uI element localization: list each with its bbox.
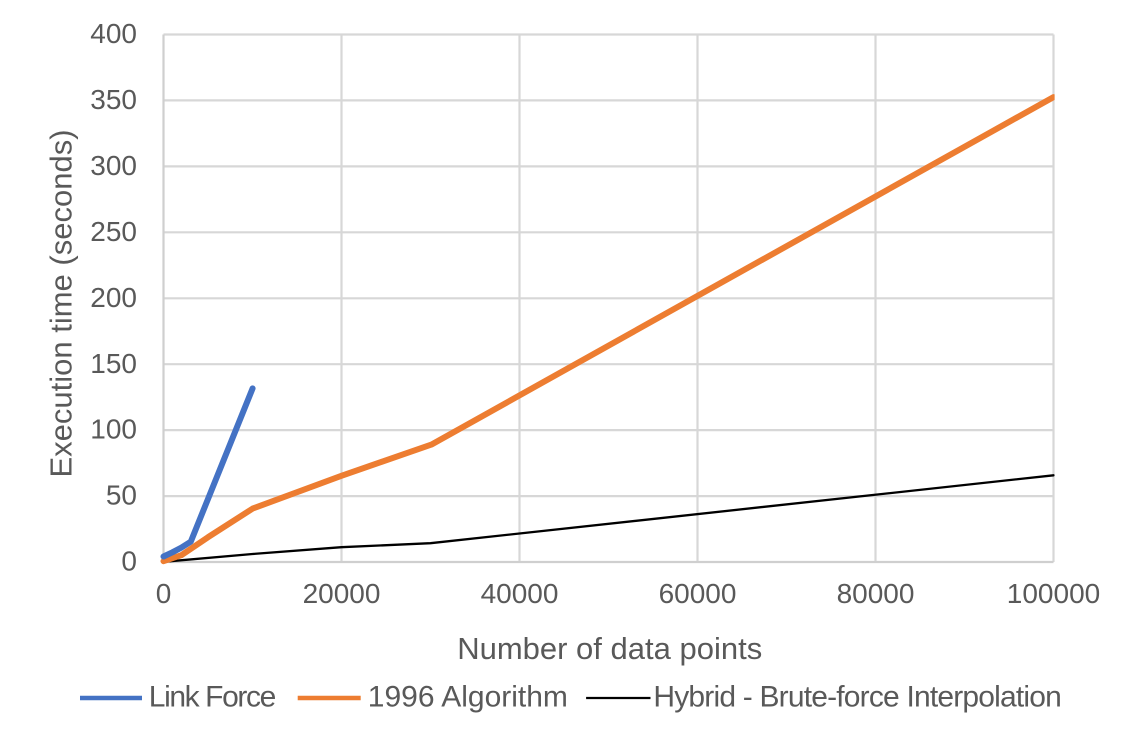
svg-text:150: 150: [90, 348, 137, 379]
svg-text:0: 0: [156, 578, 172, 609]
svg-text:400: 400: [90, 18, 137, 49]
svg-text:50: 50: [106, 480, 137, 511]
svg-text:350: 350: [90, 84, 137, 115]
svg-text:20000: 20000: [303, 578, 381, 609]
svg-text:250: 250: [90, 216, 137, 247]
svg-text:60000: 60000: [659, 578, 737, 609]
svg-text:Execution time (seconds): Execution time (seconds): [44, 129, 79, 477]
svg-text:Hybrid - Brute-force Interpola: Hybrid - Brute-force Interpolation: [653, 681, 1061, 714]
svg-text:200: 200: [90, 282, 137, 313]
svg-text:0: 0: [121, 546, 137, 577]
svg-text:1996 Algorithm: 1996 Algorithm: [368, 681, 568, 714]
svg-text:300: 300: [90, 150, 137, 181]
svg-text:100000: 100000: [1007, 578, 1100, 609]
svg-text:40000: 40000: [481, 578, 559, 609]
svg-text:80000: 80000: [837, 578, 915, 609]
svg-text:100: 100: [90, 414, 137, 445]
svg-text:Number of data points: Number of data points: [457, 631, 762, 666]
svg-text:Link Force: Link Force: [149, 681, 276, 714]
